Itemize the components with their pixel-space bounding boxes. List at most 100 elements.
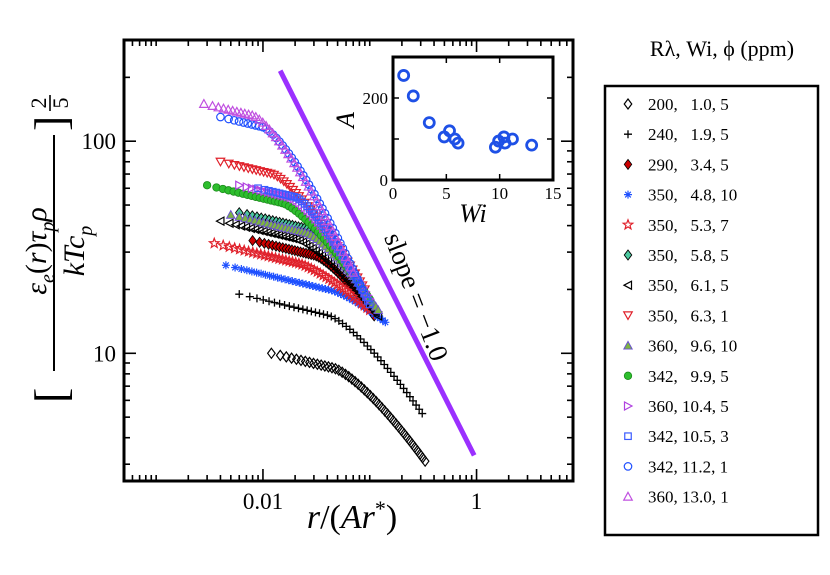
data-point	[261, 270, 270, 279]
data-point	[366, 345, 375, 354]
data-point	[281, 275, 290, 284]
x-axis-label: r/(Ar*)	[307, 496, 397, 536]
svg-text:kTcp: kTcp	[58, 226, 97, 277]
data-point	[266, 228, 276, 239]
svg-text:5: 5	[48, 98, 73, 109]
data-point	[265, 169, 276, 179]
data-point	[396, 380, 405, 389]
data-point	[315, 309, 324, 318]
data-point	[336, 238, 345, 248]
data-point	[247, 183, 258, 194]
data-point	[304, 180, 314, 189]
data-point	[303, 306, 312, 315]
data-point	[347, 267, 359, 277]
main-marks	[198, 98, 430, 468]
data-point	[222, 104, 234, 114]
data-point	[295, 195, 304, 204]
data-point	[270, 298, 279, 307]
inset-marks	[397, 69, 539, 154]
data-point	[242, 164, 254, 174]
data-point	[402, 431, 412, 444]
data-point	[234, 211, 245, 221]
data-point	[216, 112, 225, 122]
data-point	[202, 181, 212, 190]
data-point	[305, 281, 314, 290]
data-point	[323, 311, 332, 320]
legend-marker	[623, 158, 633, 171]
data-point	[415, 405, 424, 414]
data-point	[216, 238, 230, 251]
data-point	[338, 243, 348, 253]
data-point	[249, 224, 260, 235]
data-point	[207, 236, 221, 249]
data-point	[278, 177, 290, 187]
y-axis-label: [ εe(r)τpρ kTcp ] 2 5	[20, 95, 97, 403]
data-point	[352, 331, 361, 340]
data-point	[291, 277, 300, 286]
data-point	[294, 304, 303, 313]
data-point	[254, 167, 266, 177]
data-point	[215, 216, 225, 227]
inset-x-tick-0: 0	[389, 184, 398, 203]
data-point	[333, 233, 343, 243]
data-point	[319, 210, 331, 221]
data-point	[340, 248, 350, 258]
data-point	[273, 230, 284, 241]
legend-marker	[622, 280, 633, 291]
data-point	[277, 274, 286, 283]
legend-label: 240, 1.9, 5	[648, 125, 729, 144]
legend-marker	[623, 462, 633, 471]
data-point	[330, 287, 339, 296]
data-point	[297, 171, 309, 182]
data-point	[279, 144, 291, 154]
data-point	[415, 448, 425, 461]
data-point	[295, 278, 304, 287]
data-point	[311, 282, 320, 291]
data-point	[272, 252, 286, 265]
data-point	[281, 350, 291, 363]
data-point	[399, 427, 409, 440]
svg-text:[: [	[25, 388, 76, 403]
data-point	[322, 215, 333, 226]
data-point	[254, 225, 264, 236]
legend-label: 350, 6.3, 1	[648, 306, 729, 325]
x-tick-label-0.01: 0.01	[243, 489, 283, 514]
inset-data-point	[506, 132, 519, 146]
data-point	[265, 271, 274, 280]
data-point	[404, 434, 414, 447]
data-point	[373, 304, 384, 314]
legend-label: 342, 9.9, 5	[648, 367, 729, 386]
data-point	[221, 261, 230, 270]
data-point	[412, 401, 421, 410]
legend-marker	[623, 249, 633, 261]
legend-marker	[623, 401, 634, 411]
data-point	[280, 231, 291, 242]
data-point	[286, 255, 299, 268]
legend-label: 290, 3.4, 5	[648, 155, 729, 174]
legend-label: 350, 5.3, 7	[648, 216, 729, 235]
data-point	[363, 341, 372, 350]
data-point	[357, 285, 367, 294]
legend-label: 350, 5.8, 5	[648, 246, 729, 265]
data-point	[235, 290, 244, 299]
data-point	[342, 256, 354, 267]
data-point	[282, 148, 294, 159]
data-point	[356, 335, 365, 344]
data-point	[314, 200, 325, 211]
data-point	[224, 114, 233, 124]
data-point	[359, 338, 368, 347]
data-point	[272, 172, 283, 182]
legend-label: 360, 10.4, 5	[648, 397, 729, 416]
legend-box	[603, 84, 820, 537]
data-point	[247, 165, 258, 175]
data-point	[260, 120, 272, 130]
data-point	[315, 283, 324, 292]
data-point	[324, 220, 336, 231]
data-point	[275, 174, 286, 185]
inset-y-tick-200: 200	[363, 89, 389, 108]
data-point	[252, 268, 261, 277]
data-point	[218, 103, 229, 113]
y-tick-label-10: 10	[93, 341, 116, 366]
data-point	[315, 199, 325, 208]
data-point	[276, 139, 288, 150]
